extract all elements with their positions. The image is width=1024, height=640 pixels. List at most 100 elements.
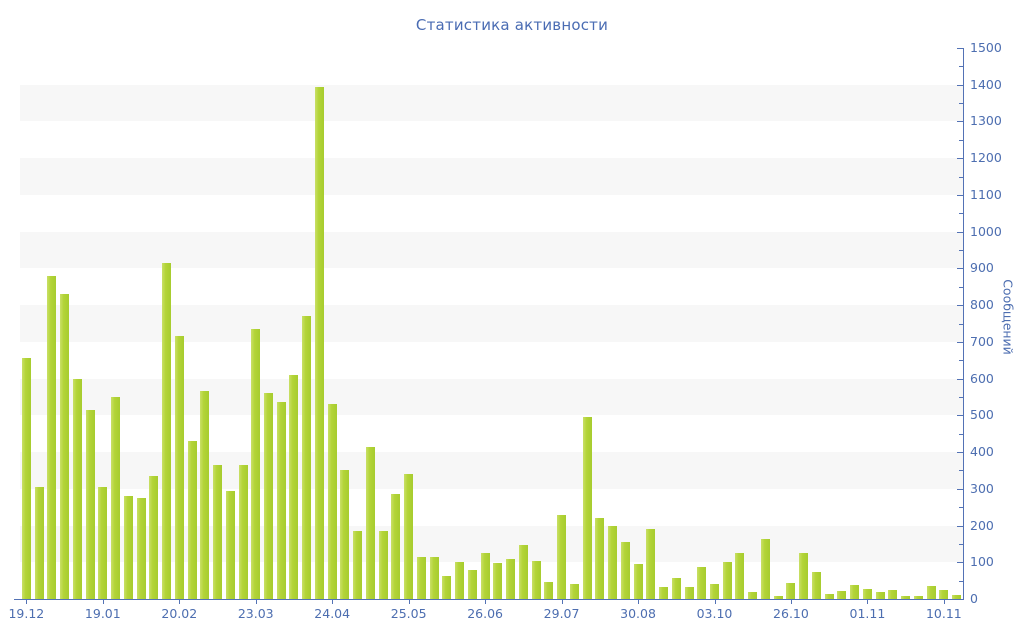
bar [799, 553, 809, 599]
bar [684, 587, 694, 599]
y-minor-tick [959, 470, 963, 472]
x-tick-label: 23.03 [237, 606, 274, 621]
y-major-tick [957, 84, 963, 86]
x-tick-label: 25.05 [390, 606, 427, 621]
y-tick-label: 1400 [970, 76, 1002, 92]
x-tick [714, 600, 716, 604]
y-major-tick [957, 341, 963, 343]
y-minor-tick [959, 286, 963, 288]
x-tick [102, 600, 104, 604]
y-minor-tick [959, 360, 963, 362]
bar [735, 553, 745, 599]
y-minor-tick [959, 250, 963, 252]
bar [225, 490, 235, 599]
bar [862, 589, 872, 599]
bar [34, 486, 44, 599]
bar [557, 514, 567, 599]
x-tick [255, 600, 257, 604]
x-tick [638, 600, 640, 604]
y-major-tick [957, 305, 963, 307]
bar [620, 541, 630, 599]
y-tick-label: 100 [970, 554, 994, 570]
y-tick-label: 800 [970, 297, 994, 313]
y-major-tick [957, 599, 963, 600]
y-major-tick [957, 415, 963, 417]
bar [710, 583, 719, 599]
background-stripe [20, 305, 963, 342]
bar [659, 587, 669, 599]
y-major-tick [957, 488, 963, 490]
bar [378, 531, 388, 599]
y-tick-label: 700 [970, 333, 994, 349]
y-tick-label: 1100 [970, 186, 1002, 202]
bar [544, 582, 554, 599]
bar [493, 563, 503, 599]
y-minor-tick [959, 580, 963, 582]
bar [786, 583, 796, 599]
y-axis-title: Сообщений [1000, 279, 1016, 355]
bar [276, 402, 286, 599]
bar [455, 562, 465, 599]
y-tick-label: 1300 [970, 113, 1002, 129]
x-tick [867, 600, 869, 604]
y-minor-tick [959, 323, 963, 325]
bar [404, 474, 414, 599]
bar [238, 464, 248, 599]
bar [633, 564, 643, 599]
bar [506, 558, 516, 599]
bar [875, 591, 885, 599]
bar [811, 571, 821, 599]
bar [697, 566, 707, 599]
bar [824, 593, 834, 599]
y-tick-label: 1200 [970, 150, 1002, 166]
bar [518, 545, 528, 599]
x-tick [790, 600, 792, 604]
bar [60, 294, 70, 599]
x-tick-label: 01.11 [849, 606, 886, 621]
x-tick [332, 600, 334, 604]
bar [314, 86, 324, 599]
bar [595, 518, 605, 599]
x-tick-label: 29.07 [543, 606, 580, 621]
bar [353, 531, 363, 599]
chart-title: Статистика активности [415, 16, 609, 34]
y-minor-tick [959, 396, 963, 398]
y-minor-tick [959, 507, 963, 509]
bar [263, 393, 273, 599]
y-tick-label: 500 [970, 407, 994, 423]
y-tick-label: 300 [970, 480, 994, 496]
bar [85, 409, 95, 599]
bar [391, 494, 401, 599]
bar [480, 553, 490, 599]
y-tick-label: 0 [970, 591, 978, 606]
bar [47, 275, 57, 599]
bar [72, 378, 82, 599]
bar [569, 584, 579, 599]
y-major-tick [957, 452, 963, 454]
bar [123, 496, 133, 599]
x-tick [179, 600, 181, 604]
y-major-tick [957, 268, 963, 270]
bar [302, 316, 312, 599]
bar [21, 358, 31, 599]
bar [340, 470, 350, 599]
bar [952, 594, 962, 599]
y-major-tick [957, 48, 963, 49]
y-minor-tick [959, 176, 963, 178]
y-tick-label: 600 [970, 370, 994, 386]
y-major-tick [957, 525, 963, 527]
bar [200, 391, 210, 599]
y-minor-tick [959, 66, 963, 68]
bar [850, 585, 860, 599]
y-minor-tick [959, 139, 963, 141]
background-stripe [20, 231, 963, 269]
y-major-tick [957, 231, 963, 233]
bar [111, 396, 121, 599]
x-tick-label: 19.01 [84, 606, 121, 621]
bar [98, 486, 108, 599]
x-tick [26, 600, 28, 604]
bar [136, 497, 146, 599]
bar [748, 591, 758, 599]
y-major-tick [957, 378, 963, 380]
